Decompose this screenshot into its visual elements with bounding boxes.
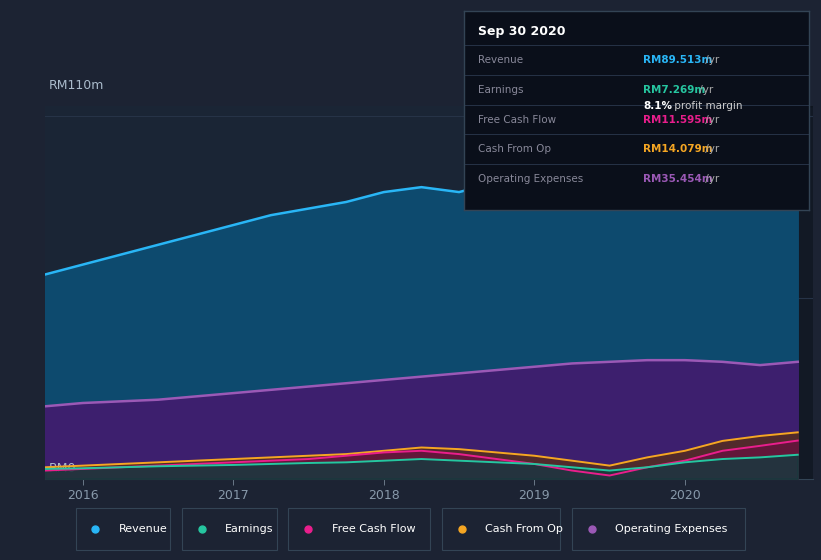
Text: /yr: /yr — [703, 55, 720, 65]
Text: RM7.269m: RM7.269m — [643, 85, 705, 95]
FancyBboxPatch shape — [572, 508, 745, 550]
Text: profit margin: profit margin — [672, 101, 743, 111]
Text: /yr: /yr — [703, 144, 720, 155]
Text: /yr: /yr — [696, 85, 713, 95]
Text: Earnings: Earnings — [225, 524, 273, 534]
Text: Revenue: Revenue — [478, 55, 523, 65]
Text: RM35.454m: RM35.454m — [643, 174, 713, 184]
Text: 8.1%: 8.1% — [643, 101, 672, 111]
Text: RM110m: RM110m — [49, 78, 104, 91]
Text: Earnings: Earnings — [478, 85, 523, 95]
Text: Free Cash Flow: Free Cash Flow — [478, 115, 556, 124]
Text: Free Cash Flow: Free Cash Flow — [332, 524, 415, 534]
Text: /yr: /yr — [703, 174, 720, 184]
FancyBboxPatch shape — [76, 508, 170, 550]
FancyBboxPatch shape — [182, 508, 277, 550]
Text: Operating Expenses: Operating Expenses — [616, 524, 727, 534]
Text: RM0: RM0 — [49, 462, 76, 475]
Text: RM14.079m: RM14.079m — [643, 144, 713, 155]
Text: Revenue: Revenue — [119, 524, 167, 534]
FancyBboxPatch shape — [288, 508, 430, 550]
FancyBboxPatch shape — [442, 508, 560, 550]
Text: Operating Expenses: Operating Expenses — [478, 174, 583, 184]
Bar — [663, 106, 821, 479]
Text: Sep 30 2020: Sep 30 2020 — [478, 25, 565, 38]
Text: Cash From Op: Cash From Op — [478, 144, 551, 155]
Text: Cash From Op: Cash From Op — [485, 524, 563, 534]
Text: /yr: /yr — [703, 115, 720, 124]
Text: RM11.595m: RM11.595m — [643, 115, 713, 124]
Text: RM89.513m: RM89.513m — [643, 55, 713, 65]
